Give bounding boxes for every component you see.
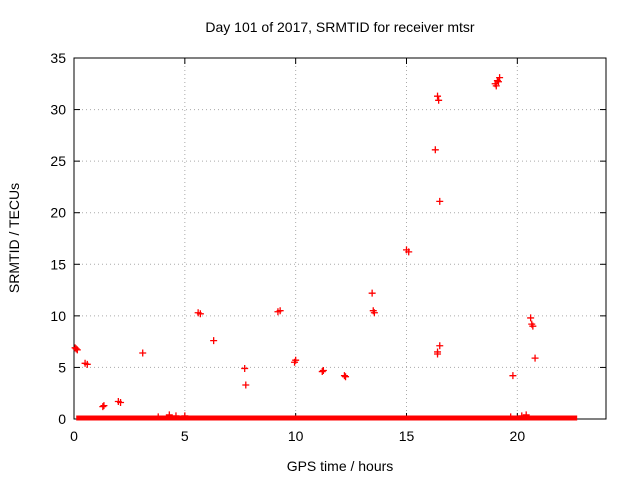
y-tick-label: 5 (58, 359, 66, 375)
data-point (242, 381, 250, 389)
x-axis-label: GPS time / hours (287, 458, 394, 474)
data-point (342, 373, 350, 381)
data-point (434, 348, 442, 356)
y-tick-label: 20 (50, 205, 66, 221)
data-point (340, 372, 348, 380)
data-point (436, 342, 444, 350)
y-tick-label: 25 (50, 153, 66, 169)
y-tick-label: 15 (50, 256, 66, 272)
data-point (531, 354, 539, 362)
x-tick-label: 5 (181, 428, 189, 444)
data-point (522, 411, 530, 419)
y-tick-label: 35 (50, 50, 66, 66)
data-point (518, 412, 526, 420)
data-point (99, 403, 107, 411)
data-point (154, 413, 162, 421)
data-point (319, 367, 327, 375)
y-tick-label: 10 (50, 308, 66, 324)
axis-ticks: 0 5 10 15 20 0 5 10 15 20 25 30 35 (50, 50, 606, 444)
data-point (72, 345, 80, 353)
data-point (527, 314, 535, 322)
data-point (210, 337, 218, 345)
data-point (100, 402, 108, 410)
data-point (494, 78, 502, 86)
data-point (492, 82, 500, 90)
data-point (434, 92, 442, 100)
plot-frame (73, 57, 607, 420)
data-point (368, 289, 376, 297)
data-point (431, 146, 439, 154)
data-point (172, 412, 180, 420)
x-tick-label: 20 (510, 428, 526, 444)
data-point (436, 197, 444, 205)
x-tick-label: 0 (70, 428, 78, 444)
data-point (73, 346, 81, 354)
y-tick-label: 0 (58, 411, 66, 427)
x-tick-label: 15 (399, 428, 415, 444)
chart-title: Day 101 of 2017, SRMTID for receiver mts… (205, 19, 475, 35)
data-point (139, 349, 147, 357)
y-tick-label: 30 (50, 102, 66, 118)
data-point (496, 74, 504, 82)
data-point (292, 356, 300, 364)
data-point (405, 248, 413, 256)
data-point (507, 413, 515, 421)
y-axis-label: SRMTID / TECUs (6, 183, 22, 293)
data-points (71, 74, 578, 421)
data-point (435, 96, 443, 104)
grid (74, 58, 606, 419)
data-point (509, 372, 517, 380)
data-point (165, 411, 173, 419)
data-point (117, 398, 125, 406)
data-point (276, 307, 284, 315)
data-point (83, 360, 91, 368)
x-tick-label: 10 (288, 428, 304, 444)
data-point (370, 309, 378, 317)
data-point (318, 368, 326, 376)
data-point (241, 364, 249, 372)
data-point (528, 320, 536, 328)
data-point (196, 310, 204, 318)
data-point (181, 412, 189, 420)
